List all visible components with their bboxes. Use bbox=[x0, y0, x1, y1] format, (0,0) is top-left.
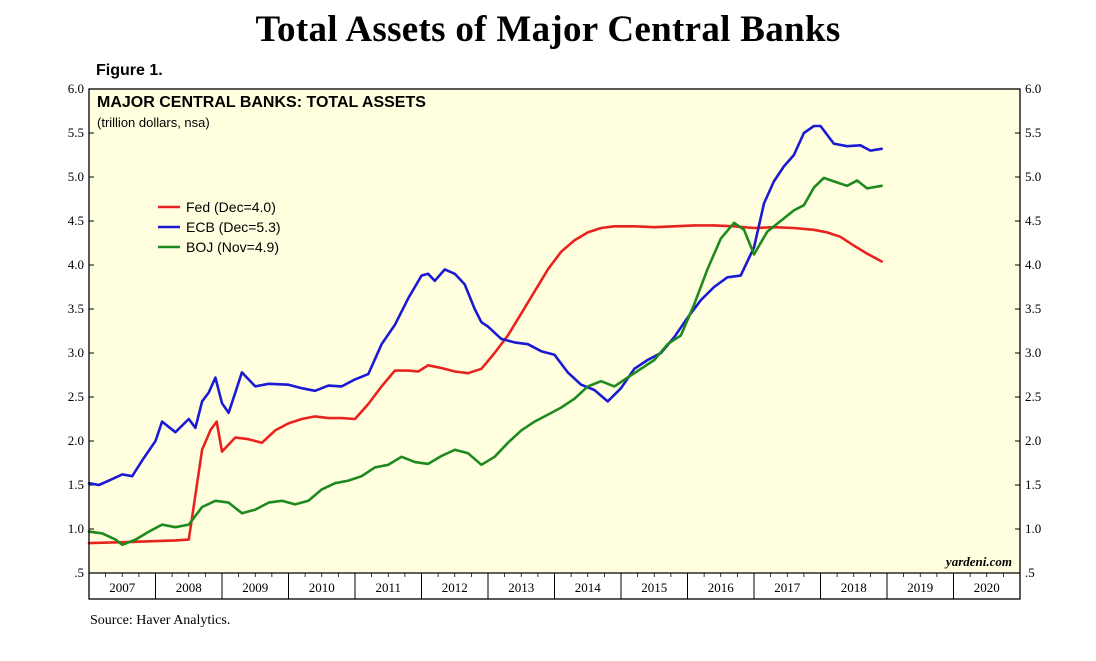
x-tick-label: 2008 bbox=[176, 580, 202, 595]
plot-area bbox=[89, 89, 1020, 573]
x-tick-label: 2020 bbox=[974, 580, 1000, 595]
x-tick-label: 2018 bbox=[841, 580, 867, 595]
chart-title: MAJOR CENTRAL BANKS: TOTAL ASSETS bbox=[97, 94, 426, 111]
source-note: Source: Haver Analytics. bbox=[90, 613, 231, 628]
y-tick-label-left: 2.5 bbox=[68, 389, 84, 404]
y-tick-label-right: 1.5 bbox=[1025, 477, 1041, 492]
y-tick-label-left: 1.0 bbox=[68, 521, 84, 536]
y-tick-label-right: 4.5 bbox=[1025, 213, 1041, 228]
y-tick-label-left: 6.0 bbox=[68, 81, 84, 96]
series-line-3 bbox=[87, 176, 884, 547]
chart-subtitle: (trillion dollars, nsa) bbox=[97, 115, 210, 130]
x-tick-label: 2007 bbox=[109, 580, 136, 595]
x-tick-label: 2015 bbox=[641, 580, 667, 595]
y-tick-label-right: 3.5 bbox=[1025, 301, 1041, 316]
y-tick-label-left: 5.5 bbox=[68, 125, 84, 140]
legend-label-2: ECB (Dec=5.3) bbox=[186, 219, 281, 235]
y-tick-label-right: 5.5 bbox=[1025, 125, 1041, 140]
y-tick-label-right: 3.0 bbox=[1025, 345, 1041, 360]
y-tick-label-left: 3.5 bbox=[68, 301, 84, 316]
y-tick-label-left: 4.0 bbox=[68, 257, 84, 272]
y-tick-label-left: 5.0 bbox=[68, 169, 84, 184]
main-title: Total Assets of Major Central Banks bbox=[255, 9, 841, 50]
x-tick-label: 2013 bbox=[508, 580, 534, 595]
x-tick-label: 2012 bbox=[442, 580, 468, 595]
y-tick-label-left: 2.0 bbox=[68, 433, 84, 448]
x-tick-label: 2014 bbox=[575, 580, 602, 595]
legend: Fed (Dec=4.0) ECB (Dec=5.3) BOJ (Nov=4.9) bbox=[158, 199, 281, 255]
x-tick-label: 2016 bbox=[708, 580, 735, 595]
y-tick-label-right: 1.0 bbox=[1025, 521, 1041, 536]
y-tick-label-left: 4.5 bbox=[68, 213, 84, 228]
y-tick-label-right: 4.0 bbox=[1025, 257, 1041, 272]
plot-border bbox=[88, 88, 1021, 600]
y-tick-label-right: .5 bbox=[1025, 565, 1035, 580]
legend-label-3: BOJ (Nov=4.9) bbox=[186, 239, 279, 255]
y-tick-label-right: 5.0 bbox=[1025, 169, 1041, 184]
y-tick-label-right: 6.0 bbox=[1025, 81, 1041, 96]
x-tick-label: 2017 bbox=[774, 580, 801, 595]
y-tick-label-left: .5 bbox=[74, 565, 84, 580]
x-tick-label: 2010 bbox=[309, 580, 335, 595]
x-tick-label: 2009 bbox=[242, 580, 268, 595]
x-tick-label: 2011 bbox=[375, 580, 401, 595]
series-line-2 bbox=[87, 124, 884, 487]
y-axis: .5 .5 1.0 1.0 1.5 1.5 2.0 2.0 2.5 2.5 3.0 3.0 3.5 3.5… bbox=[68, 81, 1042, 580]
y-tick-label-right: 2.5 bbox=[1025, 389, 1041, 404]
y-tick-label-left: 1.5 bbox=[68, 477, 84, 492]
figure-label: Figure 1. bbox=[96, 62, 163, 79]
watermark: yardeni.com bbox=[944, 554, 1012, 569]
legend-label-1: Fed (Dec=4.0) bbox=[186, 199, 276, 215]
y-tick-label-left: 3.0 bbox=[68, 345, 84, 360]
series-lines bbox=[87, 124, 884, 547]
y-tick-label-right: 2.0 bbox=[1025, 433, 1041, 448]
x-axis-band: 2007 2008 2009 2010 2011 2012 2013 2014 2015 2016… bbox=[88, 572, 1021, 599]
x-tick-label: 2019 bbox=[907, 580, 933, 595]
